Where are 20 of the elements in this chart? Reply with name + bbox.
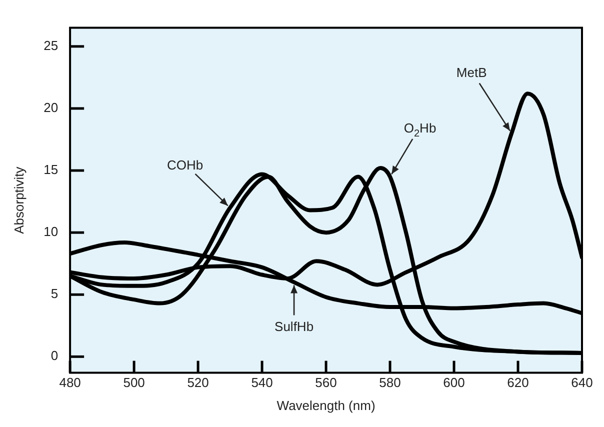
annotation: SulfHb xyxy=(274,318,314,334)
x-tick-label: 480 xyxy=(59,375,81,390)
x-tick-label: 520 xyxy=(187,375,209,390)
y-tick-label: 5 xyxy=(50,286,58,302)
x-tick-label: 540 xyxy=(251,375,273,390)
x-tick-label: 580 xyxy=(379,375,401,390)
y-tick-label: 0 xyxy=(50,348,58,364)
y-tick-label: 15 xyxy=(44,162,58,178)
x-tick-label: 560 xyxy=(315,375,337,390)
annotation: COHb xyxy=(166,157,204,172)
x-tick-label: 640 xyxy=(571,375,593,390)
x-tick-label: 600 xyxy=(443,375,465,390)
y-axis-title: Absorptivity xyxy=(11,166,26,234)
y-tick-label: 10 xyxy=(44,224,58,240)
x-tick-label: 620 xyxy=(507,375,529,390)
x-axis-title: Wavelength (nm) xyxy=(276,398,376,413)
annotation: MetB xyxy=(456,64,487,80)
y-tick-label: 20 xyxy=(44,100,58,116)
y-tick-label: 25 xyxy=(44,38,58,53)
x-tick-label: 500 xyxy=(123,375,145,390)
